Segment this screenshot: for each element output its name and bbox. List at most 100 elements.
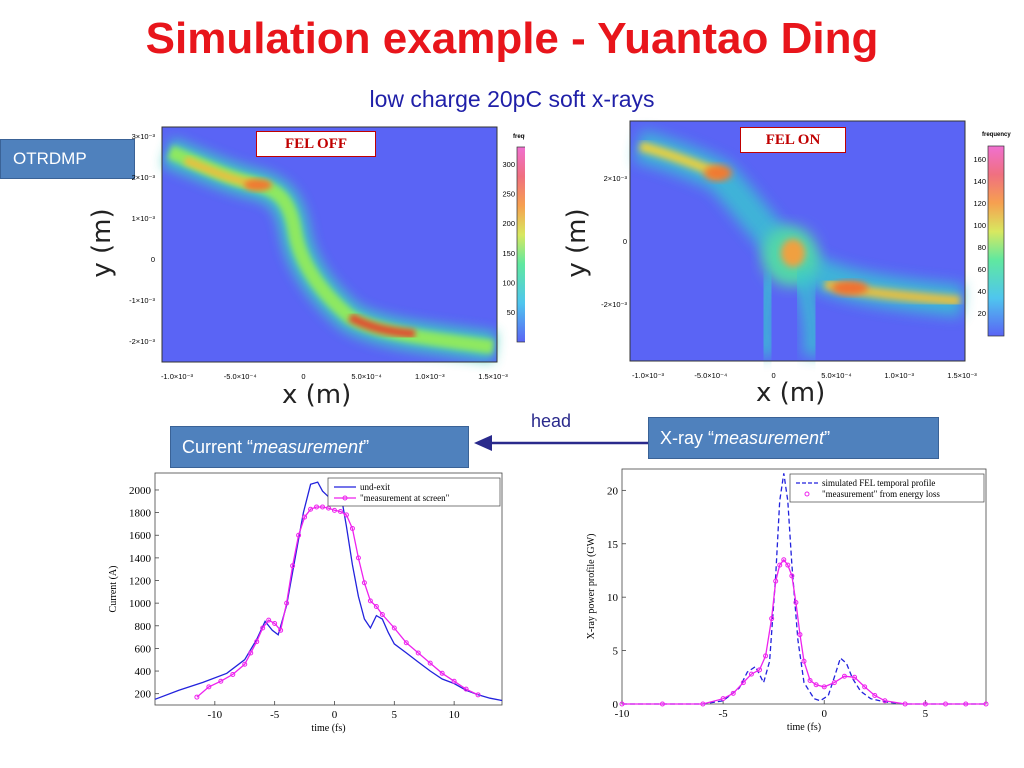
y-tick-label: -2×10⁻³: [601, 300, 627, 309]
legend-entry: "measurement at screen": [360, 493, 450, 503]
xray-profile-chart: -10 -5 0 5 0 5 10 15 20 time (fs) X-ray power prof…: [586, 468, 989, 733]
series-marker: [730, 690, 736, 696]
otrdmp-label: OTRDMP: [13, 149, 87, 168]
series-marker: [218, 678, 224, 684]
x-tick-label: -5.0×10⁻⁴: [694, 371, 727, 380]
x-axis-label: time (fs): [787, 722, 821, 733]
y-tick-label: 15: [607, 539, 619, 551]
series-marker: [797, 632, 803, 638]
x-tick-label: -5: [270, 709, 280, 721]
series-marker: [415, 650, 421, 656]
x-tick-label: 5: [923, 708, 929, 720]
beam-density-fel-off: [161, 137, 497, 362]
series-marker: [983, 701, 989, 707]
y-tick-label: 10: [607, 592, 619, 604]
colorbar-tick-label: 200: [502, 219, 515, 228]
series-marker: [242, 661, 248, 667]
y-axis-label: Current (A): [108, 566, 119, 613]
series-marker: [284, 600, 290, 606]
series-marker: [757, 667, 763, 673]
series-marker: [748, 671, 754, 677]
series-marker: [266, 617, 272, 623]
xray-label-prefix: X-ray “: [660, 428, 714, 448]
colorbar-tick-label: 60: [978, 265, 986, 274]
x-tick-label: 0: [821, 708, 827, 720]
series-marker: [439, 670, 445, 676]
colorbar-tick-label: 300: [502, 160, 515, 169]
x-tick-label: 10: [449, 709, 461, 721]
series-marker: [290, 563, 296, 569]
series-marker: [943, 701, 949, 707]
y-tick-label: 0: [613, 699, 619, 711]
series-marker: [831, 680, 837, 686]
current-label-suffix: ”: [363, 437, 370, 457]
colorbar-ticks: 160 140 120 100 80 60 40 20: [973, 155, 986, 318]
x-tick-label: 0: [772, 371, 776, 380]
y-tick-label: 2×10⁻³: [132, 173, 156, 182]
colorbar: [987, 145, 1005, 337]
y-tick-label: 2×10⁻³: [604, 174, 628, 183]
current-label-prefix: Current “: [182, 437, 254, 457]
series-marker: [308, 506, 314, 512]
series-marker: [337, 508, 343, 514]
series-marker: [320, 504, 326, 510]
series-marker: [807, 678, 813, 683]
legend-box: [789, 473, 985, 503]
colorbar-tick-label: 120: [973, 199, 986, 208]
x-ticks: -1.0×10⁻³ -5.0×10⁻⁴ 0 5.0×10⁻⁴ 1.0×10⁻³ 1.5×1…: [632, 371, 977, 380]
plot-area: [621, 468, 987, 705]
series-marker: [391, 625, 397, 631]
series-marker: [230, 671, 236, 677]
series-marker: [403, 640, 409, 646]
series-marker: [475, 692, 481, 698]
y-tick-label: -1×10⁻³: [129, 296, 155, 305]
series-marker: [206, 684, 212, 690]
series-marker: [373, 604, 379, 610]
series-marker: [272, 621, 278, 627]
legend-box: [327, 477, 501, 507]
series-marker: [254, 639, 260, 645]
y-tick-label: 1200: [129, 576, 152, 588]
xray-label-suffix: ”: [824, 428, 831, 448]
current-profile-chart: -10 -5 0 5 10 200 400 600 800 1000 1200 1400 1600 180…: [108, 472, 503, 734]
y-axis-label: X-ray power profile (GW): [586, 534, 597, 640]
series-marker: [355, 555, 361, 561]
series-marker: [963, 701, 969, 707]
y-tick-label: 3×10⁻³: [132, 132, 156, 141]
x-tick-label: 1.0×10⁻³: [415, 372, 445, 381]
series-marker: [720, 696, 726, 702]
y-tick-label: 0: [623, 237, 627, 246]
heatmap-fel-on: frequency 160 140 120 100 80 60 40 20 -1.0×10⁻³…: [601, 120, 1011, 380]
series-marker: [773, 578, 779, 584]
x-tick-label: 0: [332, 709, 338, 721]
beam-density-fel-on: [634, 130, 964, 359]
y-tick-label: 1×10⁻³: [132, 214, 156, 223]
series-marker: [248, 650, 254, 656]
series-marker: [872, 692, 878, 698]
legend-marker: [342, 495, 348, 501]
colorbar-tick-label: 80: [978, 243, 986, 252]
series-marker: [343, 512, 349, 518]
series-marker: [740, 680, 746, 686]
y-tick-label: 0: [151, 255, 155, 264]
x-axis-label: time (fs): [311, 723, 345, 734]
series-marker: [862, 684, 868, 690]
x-tick-label: -10: [615, 708, 630, 720]
colorbar-tick-label: 160: [973, 155, 986, 164]
series-marker: [789, 573, 795, 579]
x-tick-label: 1.5×10⁻³: [478, 372, 508, 381]
legend-entry: und-exit: [360, 482, 390, 492]
colorbar-tick-label: 250: [502, 190, 515, 199]
series-marker: [821, 684, 827, 690]
series-marker: [296, 532, 302, 538]
series-line-1: [154, 481, 503, 702]
x-tick-label: 1.5×10⁻³: [947, 371, 977, 380]
series-marker: [700, 701, 706, 707]
series-marker: [777, 562, 783, 568]
x-tick-label: -1.0×10⁻³: [161, 372, 194, 381]
series-marker: [379, 611, 385, 617]
plot-area: [154, 472, 503, 706]
series-marker: [781, 557, 787, 563]
y-ticks: 2×10⁻³ 0 -2×10⁻³: [601, 174, 627, 309]
slide-title: Simulation example - Yuantao Ding: [145, 14, 879, 63]
